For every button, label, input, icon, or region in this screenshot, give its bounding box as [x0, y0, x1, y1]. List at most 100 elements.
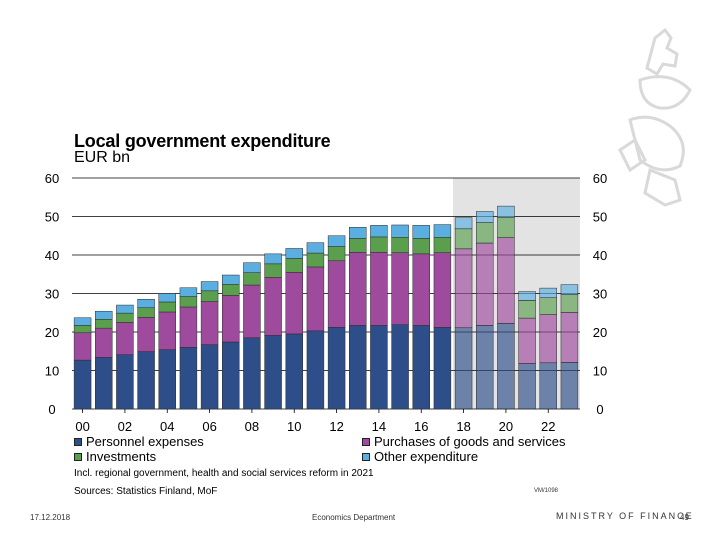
y-tick-label-right: 60	[593, 171, 607, 186]
bar-segment	[137, 307, 155, 318]
bar-segment	[560, 294, 579, 313]
bar-segment	[285, 272, 303, 335]
x-tick-label: 00	[75, 419, 89, 434]
y-tick-label-right: 50	[593, 210, 607, 225]
bar-segment	[306, 266, 325, 332]
legend-label-purchases: Purchases of goods and services	[374, 434, 566, 449]
bar-segment	[285, 258, 303, 273]
legend-label-investments: Investments	[86, 449, 157, 464]
bar-segment	[476, 211, 494, 223]
bar-segment	[370, 236, 388, 253]
bar-segment	[518, 363, 536, 410]
bar-segment	[476, 325, 494, 410]
bar-segment	[497, 323, 515, 410]
bar-segment	[264, 253, 282, 265]
bar-segment	[349, 238, 367, 253]
bar-segment	[370, 325, 388, 410]
x-tick-label: 02	[118, 419, 132, 434]
bar-segment	[116, 304, 134, 314]
bar-segment	[285, 248, 303, 259]
bar-segment	[200, 281, 219, 292]
bar-segment	[243, 284, 261, 339]
bar-segment	[454, 327, 473, 410]
bar-segment	[137, 317, 155, 352]
bar-segment	[349, 227, 367, 239]
x-tick-label: 10	[287, 419, 301, 434]
bar-segment	[412, 225, 430, 239]
bar-segment	[518, 317, 536, 364]
bar-segment	[158, 301, 176, 313]
bar-segment	[179, 347, 198, 410]
y-tick-label-right: 10	[593, 364, 607, 379]
bar-segment	[95, 319, 113, 329]
footer-date: 17.12.2018	[30, 513, 71, 522]
bar-segment	[327, 260, 346, 328]
bar-segment	[497, 217, 515, 238]
bar-segment	[391, 224, 409, 238]
footer-page-number: 49	[680, 513, 689, 522]
bar-segment	[306, 252, 325, 268]
bar-segment	[433, 327, 452, 410]
bar-segment	[264, 335, 282, 410]
bar-segment	[539, 362, 557, 410]
bar-segment	[222, 295, 240, 343]
bar-segment	[243, 262, 261, 273]
legend-investments: Investments	[74, 449, 156, 464]
bar-segment	[200, 344, 219, 410]
bar-segment	[391, 252, 409, 325]
bar-segment	[73, 332, 92, 361]
bar-segment	[179, 287, 198, 297]
bar-segment	[158, 349, 176, 410]
y-tick-label-left: 0	[48, 402, 55, 417]
x-tick-label: 14	[372, 419, 386, 434]
bar-segment	[200, 301, 219, 345]
note-sources: Sources: Statistics Finland, MoF	[74, 486, 218, 497]
x-tick-label: 18	[456, 419, 470, 434]
bar-segment	[158, 311, 176, 350]
x-tick-label: 20	[499, 419, 513, 434]
y-tick-label-left: 30	[45, 287, 59, 302]
legend-swatch-investments	[74, 452, 82, 461]
bar-segment	[95, 310, 113, 320]
bar-segment	[116, 312, 134, 323]
bar-segment	[370, 225, 388, 238]
legend-label-personnel: Personnel expenses	[86, 434, 204, 449]
bar-segment	[476, 242, 494, 326]
y-tick-label-left: 10	[45, 364, 59, 379]
legend-swatch-other	[362, 452, 370, 461]
bar-segment	[222, 341, 240, 410]
bar-segment	[116, 322, 134, 355]
bar-segment	[518, 300, 536, 319]
bar-segment	[327, 327, 346, 410]
bar-segment	[560, 312, 579, 363]
bar-segment	[222, 274, 240, 285]
x-tick-label: 08	[245, 419, 259, 434]
x-tick-label: 04	[160, 419, 174, 434]
bar-segment	[349, 252, 367, 326]
bar-segment	[327, 235, 346, 247]
legend-personnel: Personnel expenses	[74, 434, 204, 449]
bar-segment	[158, 293, 176, 303]
bar-segment	[222, 284, 240, 296]
bar-segment	[497, 205, 515, 218]
chart-code: VM/1098	[534, 488, 559, 494]
legend-other: Other expenditure	[362, 449, 478, 464]
bar-segment	[560, 284, 579, 295]
y-tick-label-left: 50	[45, 210, 59, 225]
bar-segment	[179, 306, 198, 348]
legend-purchases: Purchases of goods and services	[362, 434, 566, 449]
legend-label-other: Other expenditure	[374, 449, 479, 464]
bar-segment	[454, 248, 473, 329]
legend-swatch-personnel	[74, 437, 82, 446]
bar-segment	[454, 228, 473, 250]
bar-segment	[137, 351, 155, 410]
bar-segment	[518, 291, 536, 301]
legend-swatch-purchases	[362, 437, 370, 446]
bar-segment	[200, 290, 219, 302]
note-incl: Incl. regional government, health and so…	[74, 468, 374, 479]
footer-department: Economics Department	[312, 513, 396, 522]
bar-segment	[327, 246, 346, 262]
bar-segment	[73, 317, 92, 326]
bar-segment	[243, 337, 261, 410]
